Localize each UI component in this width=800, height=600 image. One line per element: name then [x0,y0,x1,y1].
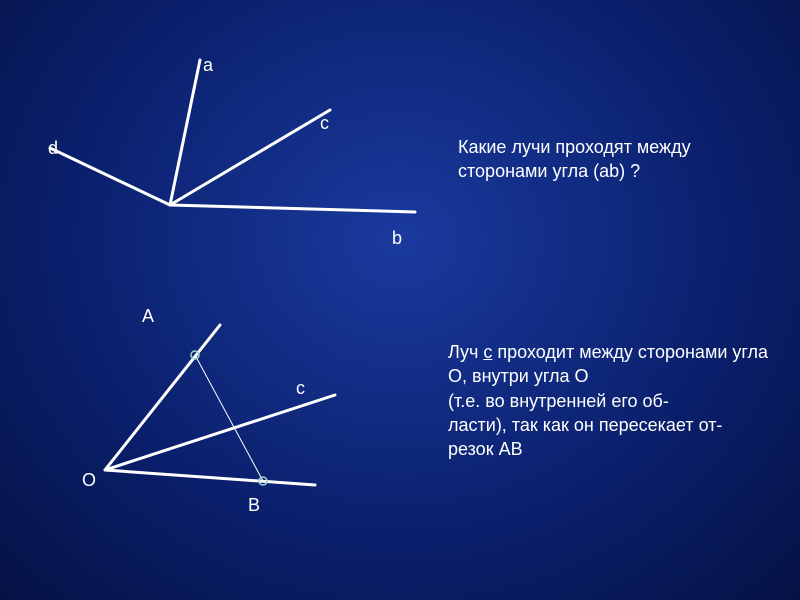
answer-part2: проходит между сторонами угла О, внутри … [448,342,768,386]
answer-line4: ласти), так как он пересекает от- [448,415,722,435]
label-d: d [48,138,58,159]
answer-line5: резок АВ [448,439,523,459]
label-B: B [248,495,260,516]
question-line2: сторонами угла (ab) ? [458,161,640,181]
label-b: b [392,228,402,249]
diagram-svg [0,0,800,600]
question-text: Какие лучи проходят между сторонами угла… [458,135,691,184]
label-A: A [142,306,154,327]
label-c: c [320,113,329,134]
question-line1: Какие лучи проходят между [458,137,691,157]
label-a: a [203,55,213,76]
answer-line3: (т.е. во внутренней его об- [448,391,669,411]
label-c2: c [296,378,305,399]
answer-text: Луч с проходит между сторонами угла О, в… [448,340,778,461]
label-O: O [82,470,96,491]
answer-part1: Луч [448,342,483,362]
